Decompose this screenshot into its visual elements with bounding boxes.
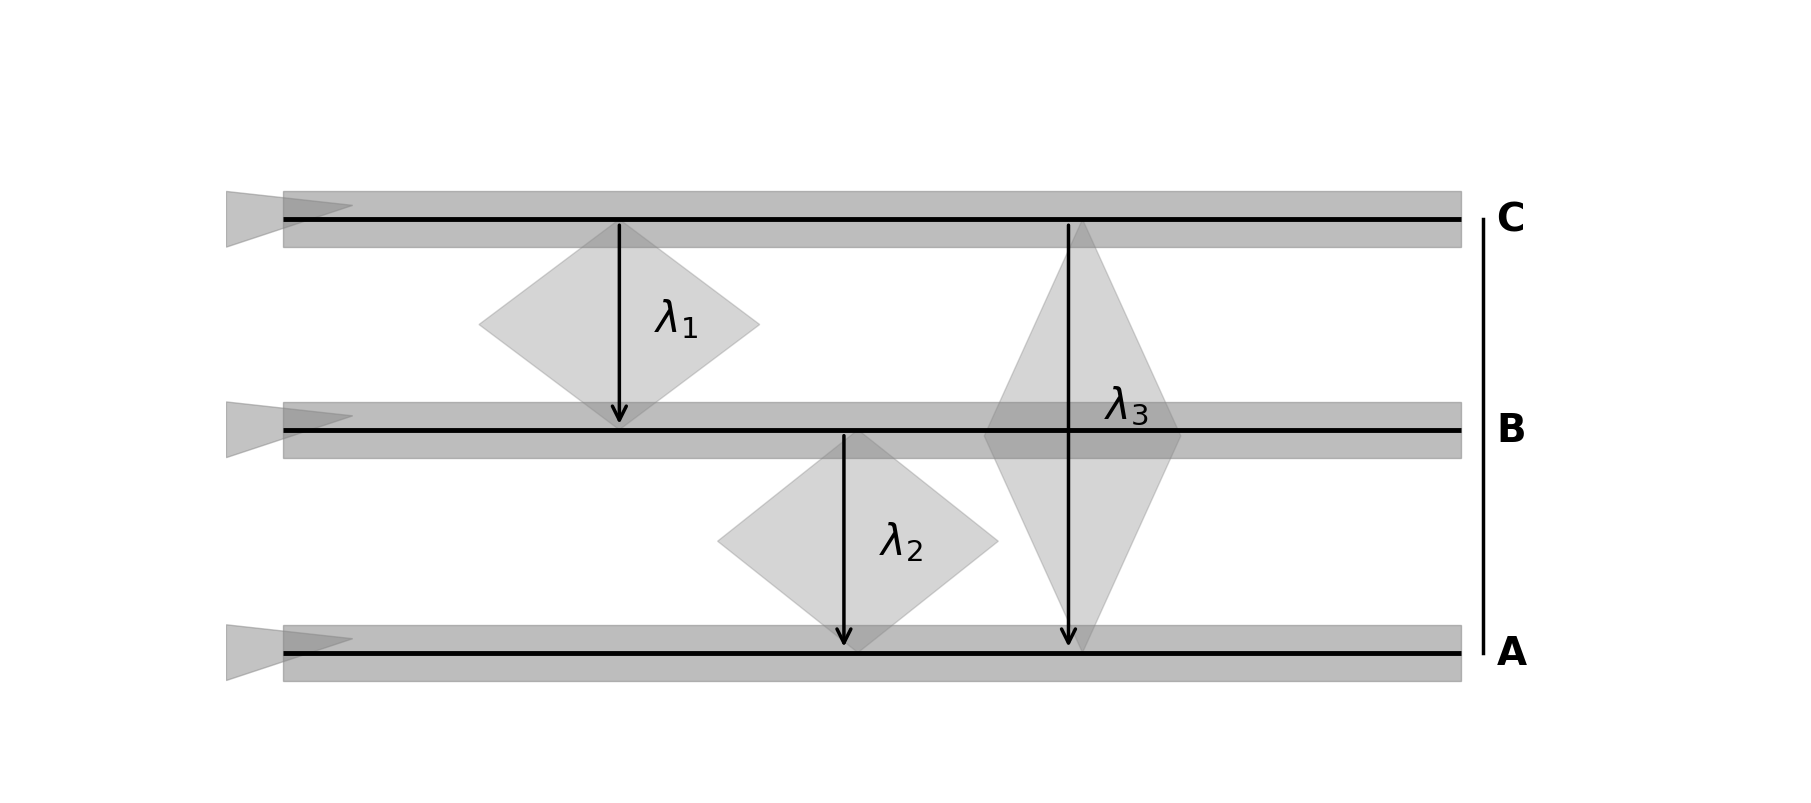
Polygon shape — [717, 430, 998, 653]
Text: $\lambda_2$: $\lambda_2$ — [878, 520, 924, 564]
Bar — [283, 192, 1461, 248]
Text: A: A — [1496, 634, 1527, 672]
Text: $\lambda_1$: $\lambda_1$ — [654, 297, 699, 341]
Bar — [283, 402, 1461, 458]
Text: C: C — [1496, 201, 1525, 239]
Text: $\lambda_3$: $\lambda_3$ — [1103, 384, 1148, 427]
Polygon shape — [480, 220, 761, 430]
Text: B: B — [1496, 411, 1527, 449]
Polygon shape — [985, 220, 1181, 653]
Polygon shape — [226, 192, 353, 248]
Polygon shape — [226, 625, 353, 681]
Polygon shape — [226, 402, 353, 458]
Bar — [283, 625, 1461, 681]
